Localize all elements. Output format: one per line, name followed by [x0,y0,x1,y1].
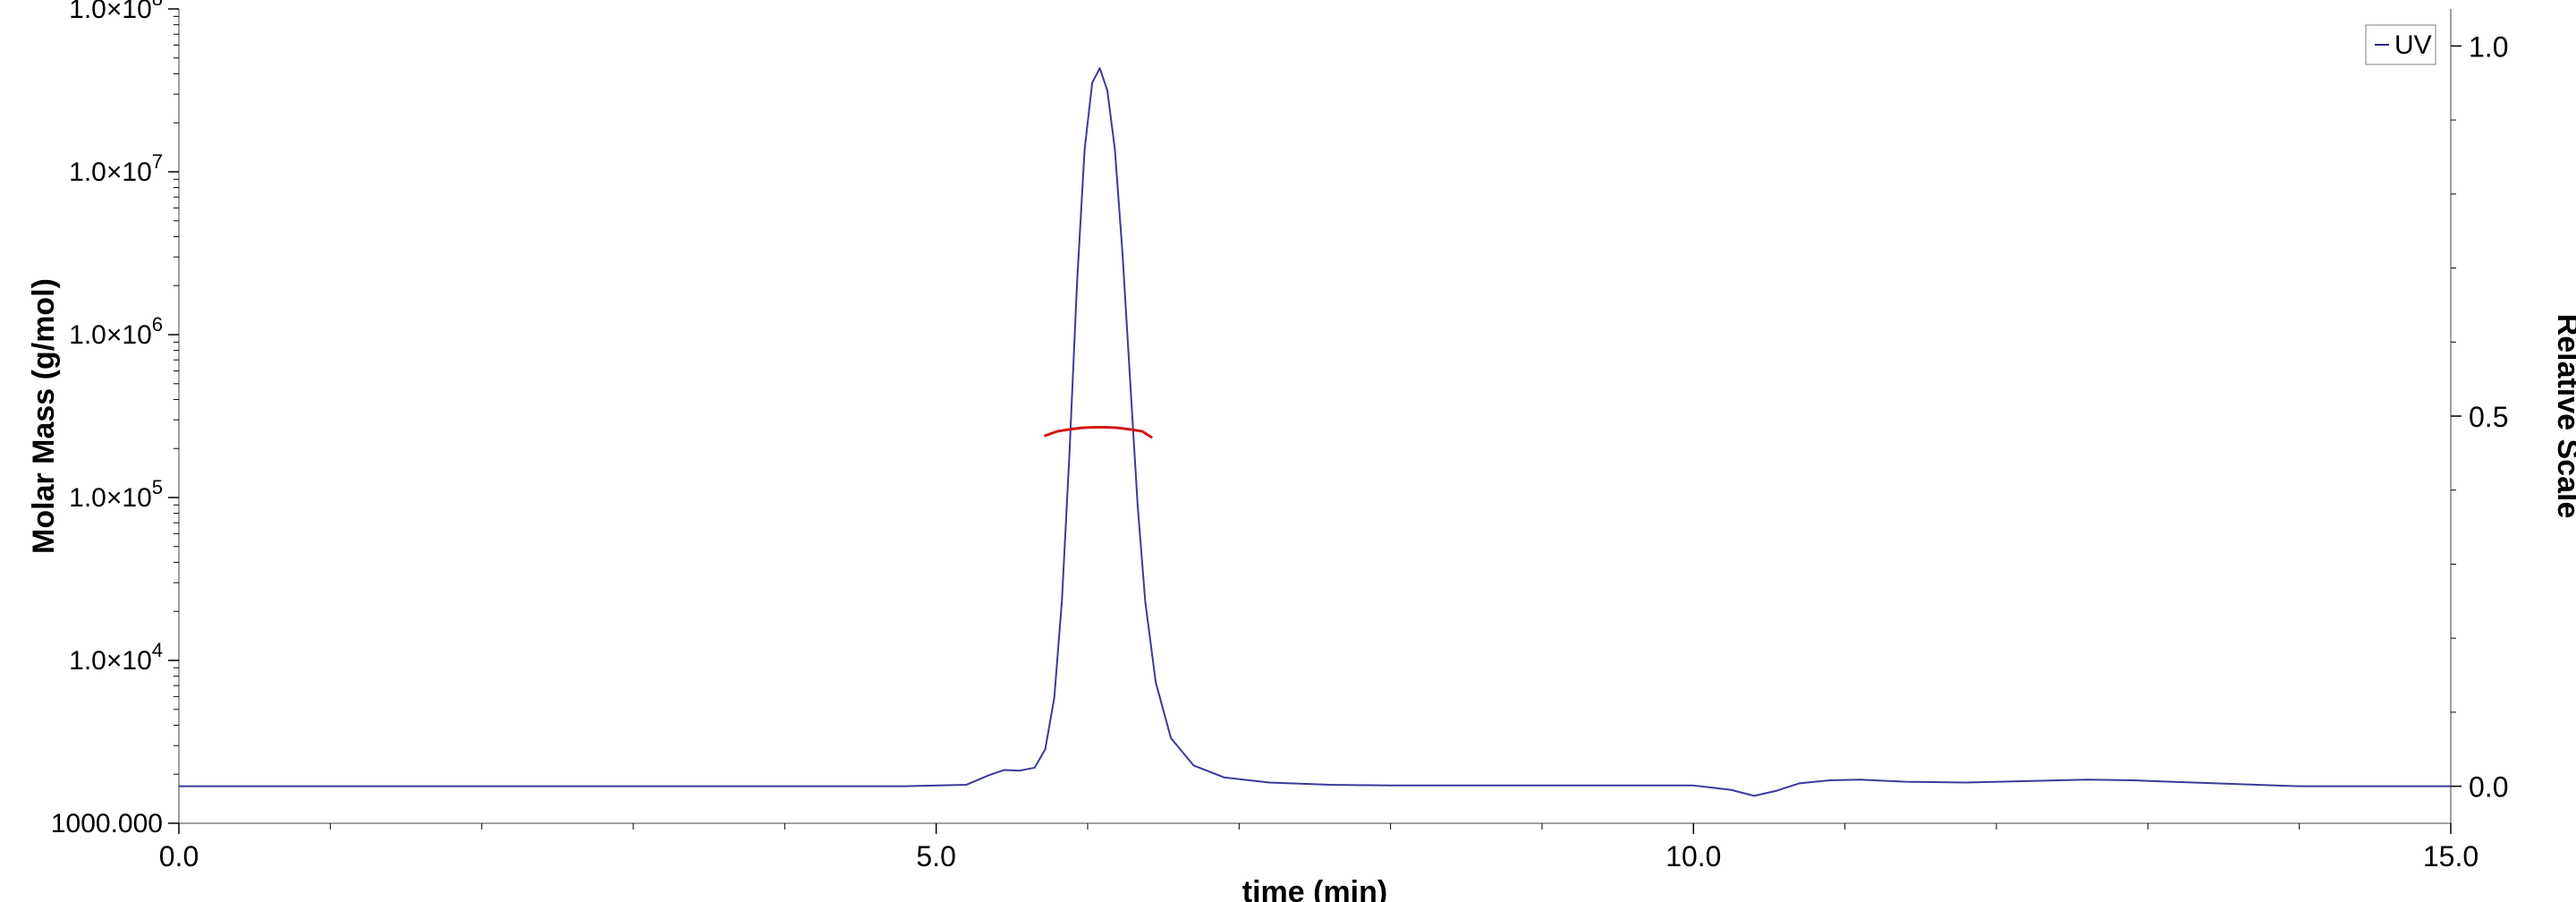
x-tick-label: 5.0 [916,840,955,872]
y-right-tick-label: 0.0 [2469,771,2508,804]
svg-text:1.0×108: 1.0×108 [69,0,163,24]
y-right-tick-label: 1.0 [2469,30,2508,63]
x-tick-label: 10.0 [1665,840,1721,872]
chart-svg: 0.0 5.0 10.0 15.0 time (min) 1000.000 1.0×104 1… [0,0,2576,902]
y-left-tick-label: 1.0×104 [69,639,163,676]
svg-text:1.0×104: 1.0×104 [69,639,163,676]
series-uv [179,68,2451,796]
x-axis-label: time (min) [1242,875,1387,902]
legend-label: UV [2394,30,2432,60]
y-right-axis-label: Relative Scale [2551,314,2576,519]
y-left-tick-label: 1.0×105 [69,476,163,513]
chromatogram-chart: 0.0 5.0 10.0 15.0 time (min) 1000.000 1.0×104 1… [0,0,2576,902]
series-molarmass [1046,427,1152,437]
y-left-axis-label: Molar Mass (g/mol) [27,278,61,554]
x-tick-label: 0.0 [159,840,199,872]
svg-text:1.0×106: 1.0×106 [69,313,163,350]
svg-text:1.0×107: 1.0×107 [69,150,163,187]
svg-text:1.0×105: 1.0×105 [69,476,163,513]
y-left-tick-label: 1.0×107 [69,150,163,187]
y-right-tick-label: 0.5 [2469,401,2508,433]
y-left-tick-label: 1000.000 [51,809,163,838]
y-left-tick-label: 1.0×106 [69,313,163,350]
legend: UV [2366,25,2436,64]
y-left-tick-label: 1.0×108 [69,0,163,24]
x-tick-label: 15.0 [2423,840,2479,872]
